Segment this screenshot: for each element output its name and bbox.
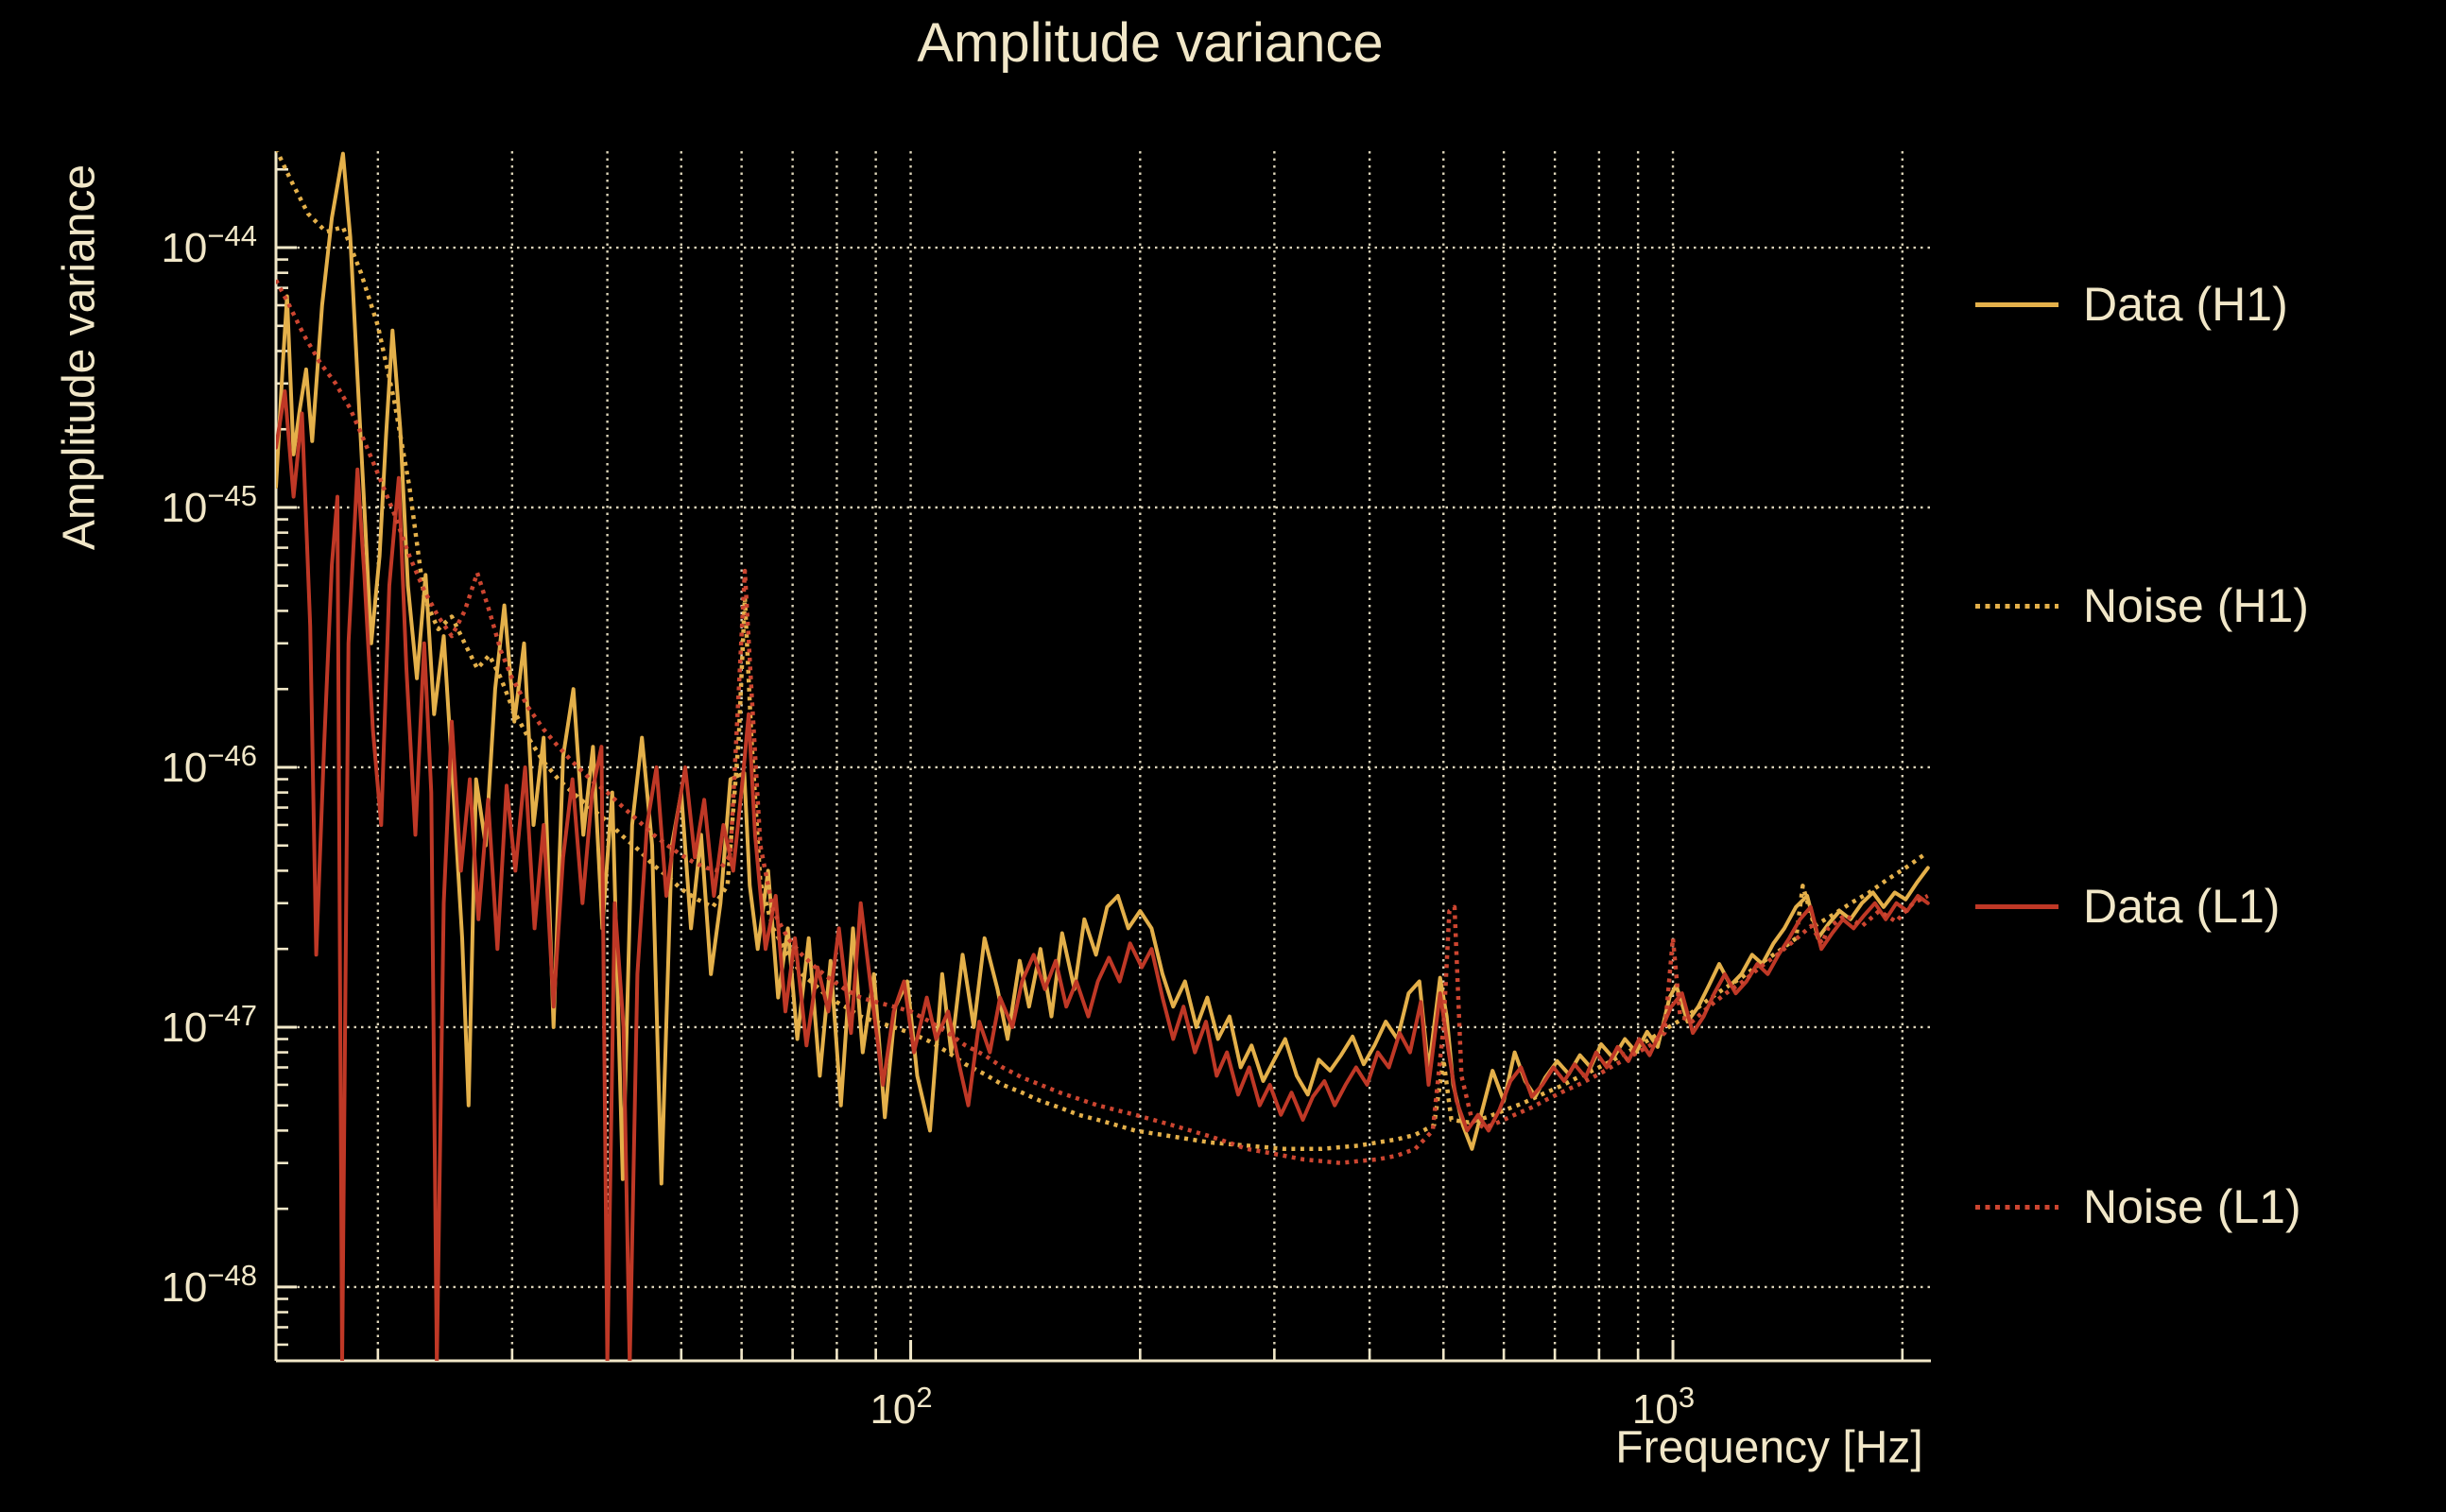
series-noise-l1 — [276, 279, 1929, 1165]
legend-line-dotted-red-icon — [1975, 1204, 2058, 1210]
series-data-h1 — [276, 151, 1930, 1186]
series-noise-h1 — [276, 151, 1925, 1152]
legend-item-noise-h1: Noise (H1) — [1975, 577, 2309, 634]
axis-ticks — [276, 167, 1904, 1361]
legend-label: Data (H1) — [2083, 278, 2288, 331]
tick-label: 10−44 — [161, 219, 257, 271]
legend-label: Data (L1) — [2083, 880, 2281, 933]
legend-label: Noise (H1) — [2083, 579, 2309, 632]
tick-label: 102 — [870, 1381, 932, 1433]
tick-label: 10−48 — [161, 1259, 257, 1311]
x-axis-label: Frequency [Hz] — [1615, 1422, 1923, 1473]
series-data-l1 — [276, 389, 1930, 1361]
legend-item-data-l1: Data (L1) — [1975, 878, 2280, 935]
legend: Data (H1) Noise (H1) Data (L1) Noise (L1… — [1975, 0, 2438, 1512]
tick-label: 10−45 — [161, 479, 257, 531]
legend-label: Noise (L1) — [2083, 1180, 2301, 1233]
chart-title: Amplitude variance — [917, 12, 1384, 74]
tick-label: 103 — [1632, 1381, 1695, 1433]
tick-labels: 102 103 10−44 10−45 10−46 10−47 10−48 — [161, 219, 1695, 1433]
tick-label: 10−47 — [161, 999, 257, 1051]
legend-line-solid-red-icon — [1975, 903, 2058, 909]
y-axis-label: Amplitude variance — [54, 163, 105, 551]
legend-line-dotted-gold-icon — [1975, 603, 2058, 609]
axes-spines — [274, 151, 1931, 1363]
gridlines — [276, 151, 1931, 1361]
tick-label: 10−46 — [161, 739, 257, 791]
legend-item-data-h1: Data (H1) — [1975, 276, 2288, 333]
legend-line-solid-gold-icon — [1975, 301, 2058, 307]
legend-item-noise-l1: Noise (L1) — [1975, 1178, 2301, 1235]
